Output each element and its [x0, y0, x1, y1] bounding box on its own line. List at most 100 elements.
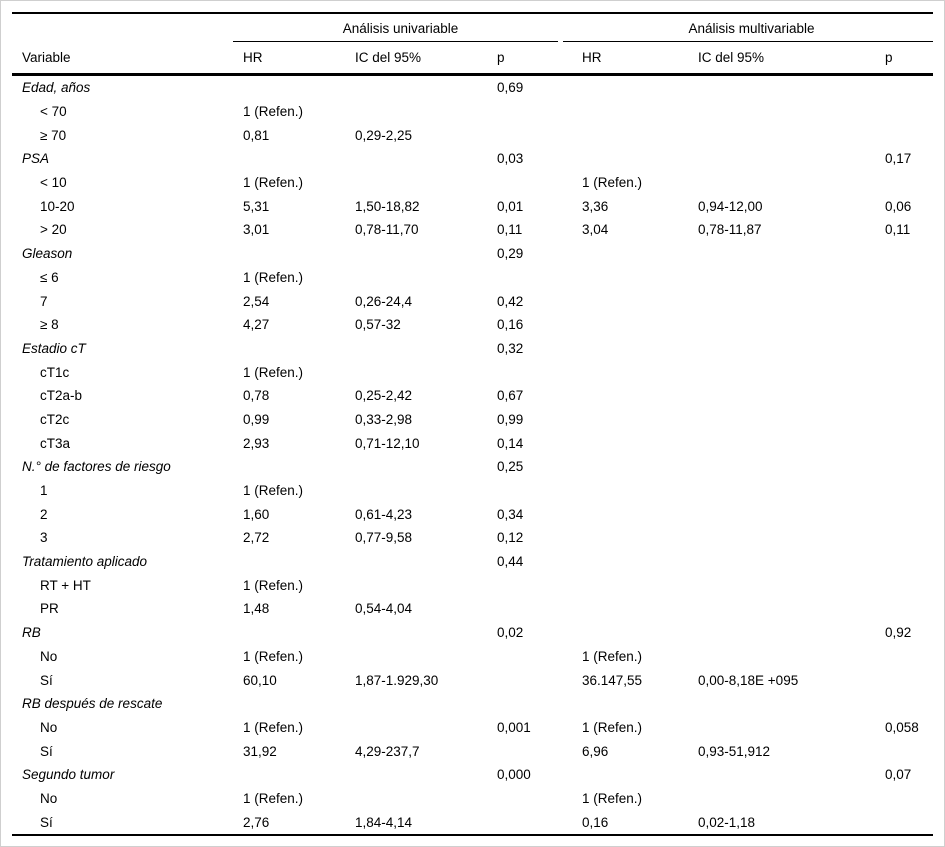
cell-m-ic	[686, 479, 873, 503]
span-header-spacer	[12, 13, 231, 42]
cell-u-hr: 1 (Refen.)	[243, 577, 304, 593]
variable-item-label: 10-20	[40, 198, 75, 214]
cell-u-hr: 5,31	[243, 198, 270, 214]
cell-m-p	[873, 313, 933, 337]
cell-m-p: 0,17	[885, 151, 912, 167]
cell-m-hr	[570, 123, 686, 147]
cell-u-p: 0,000	[497, 767, 531, 783]
cell-u-p: 0,29	[497, 246, 524, 262]
cell-m-hr	[570, 692, 686, 716]
cell-u-ic: 0,57-32	[355, 317, 401, 333]
cell-m-p	[873, 573, 933, 597]
cell-m-ic	[686, 787, 873, 811]
analysis-span-header-row: Análisis univariable Análisis multivaria…	[12, 13, 933, 42]
variable-group-label: Gleason	[22, 246, 73, 262]
cell-m-ic	[686, 550, 873, 574]
cell-u-hr: 60,10	[243, 672, 277, 688]
cell-u-p: 0,12	[497, 530, 524, 546]
cell-u-p: 0,01	[497, 198, 524, 214]
variable-column-header: Variable	[12, 42, 231, 76]
cell-u-ic	[343, 147, 485, 171]
variable-item-row: No 1 (Refen.) 1 (Refen.)	[12, 645, 933, 669]
cell-m-p	[873, 123, 933, 147]
variable-group-label: Edad, años	[22, 80, 91, 96]
variable-item-label: Sí	[40, 672, 53, 688]
variable-item-label: RT + HT	[40, 577, 91, 593]
variable-item-row: cT2a-b 0,78 0,25-2,42 0,67	[12, 384, 933, 408]
cell-u-hr: 1 (Refen.)	[243, 790, 304, 806]
cell-u-hr	[231, 242, 343, 266]
cell-u-hr: 2,76	[243, 814, 270, 830]
cell-m-hr	[570, 597, 686, 621]
cell-m-p	[873, 479, 933, 503]
variable-group-row: Segundo tumor 0,000 0,07	[12, 763, 933, 787]
cell-m-ic	[686, 573, 873, 597]
cell-m-p	[873, 692, 933, 716]
cell-m-ic	[686, 75, 873, 100]
cell-m-hr	[570, 242, 686, 266]
cell-u-p: 0,02	[497, 625, 524, 641]
cell-u-p	[485, 739, 570, 763]
cell-m-ic: 0,78-11,87	[698, 222, 762, 238]
cell-u-p: 0,44	[497, 554, 524, 570]
cell-u-p: 0,16	[497, 317, 524, 333]
cell-u-ic	[343, 716, 485, 740]
cell-u-hr	[231, 550, 343, 574]
cell-u-p: 0,69	[497, 80, 524, 96]
variable-item-row: 3 2,72 0,77-9,58 0,12	[12, 526, 933, 550]
cell-m-hr: 3,04	[582, 222, 609, 238]
cell-u-hr: 4,27	[243, 317, 270, 333]
cell-u-ic	[343, 621, 485, 645]
variable-item-row: ≤ 6 1 (Refen.)	[12, 266, 933, 290]
variable-item-row: 2 1,60 0,61-4,23 0,34	[12, 502, 933, 526]
cell-m-hr: 1 (Refen.)	[582, 175, 643, 191]
cell-m-hr	[570, 479, 686, 503]
cell-u-p	[485, 645, 570, 669]
cell-m-hr	[570, 573, 686, 597]
variable-item-label: cT3a	[40, 435, 71, 451]
variable-group-row: Tratamiento aplicado 0,44	[12, 550, 933, 574]
cell-m-p	[873, 100, 933, 124]
cell-u-hr	[231, 455, 343, 479]
cell-u-hr: 1 (Refen.)	[243, 483, 304, 499]
cell-u-hr: 1,48	[243, 601, 270, 617]
variable-item-row: > 20 3,01 0,78-11,70 0,11 3,04 0,78-11,87 0,11	[12, 218, 933, 242]
cell-m-ic	[686, 502, 873, 526]
table-header: Análisis univariable Análisis multivaria…	[12, 13, 933, 76]
cell-u-hr: 2,72	[243, 530, 270, 546]
cell-m-p	[873, 431, 933, 455]
cell-m-ic	[686, 431, 873, 455]
cell-m-hr	[570, 289, 686, 313]
cell-m-ic	[686, 763, 873, 787]
cell-m-hr: 3,36	[582, 198, 609, 214]
cell-u-p: 0,001	[497, 719, 531, 735]
cell-m-hr: 0,16	[582, 814, 609, 830]
variable-item-row: PR 1,48 0,54-4,04	[12, 597, 933, 621]
cell-u-ic: 1,87-1.929,30	[355, 672, 439, 688]
cell-m-p	[873, 810, 933, 835]
cell-u-p	[485, 360, 570, 384]
cell-u-p: 0,25	[497, 459, 524, 475]
cell-m-ic: 0,94-12,00	[698, 198, 763, 214]
cell-m-ic: 0,02-1,18	[698, 814, 756, 830]
variable-item-label: > 20	[40, 222, 67, 238]
cell-u-p: 0,11	[497, 222, 523, 238]
cell-u-p	[485, 100, 570, 124]
cell-u-hr: 0,81	[243, 127, 270, 143]
cell-m-hr	[570, 621, 686, 645]
cell-u-p: 0,32	[497, 340, 524, 356]
cell-u-hr	[231, 147, 343, 171]
cell-m-ic	[686, 597, 873, 621]
cell-m-ic	[686, 716, 873, 740]
cell-u-ic: 0,33-2,98	[355, 411, 413, 427]
variable-item-row: 1 1 (Refen.)	[12, 479, 933, 503]
table-body: Edad, años 0,69 < 70 1 (Refen.) ≥ 70 0,81 0,29…	[12, 75, 933, 836]
cell-u-ic: 0,71-12,10	[355, 435, 420, 451]
variable-item-label: < 10	[40, 175, 67, 191]
cell-u-hr	[231, 621, 343, 645]
variable-item-row: No 1 (Refen.) 0,001 1 (Refen.) 0,058	[12, 716, 933, 740]
cell-u-p	[485, 573, 570, 597]
cell-m-p	[873, 526, 933, 550]
cell-u-hr: 31,92	[243, 743, 277, 759]
variable-item-row: cT3a 2,93 0,71-12,10 0,14	[12, 431, 933, 455]
